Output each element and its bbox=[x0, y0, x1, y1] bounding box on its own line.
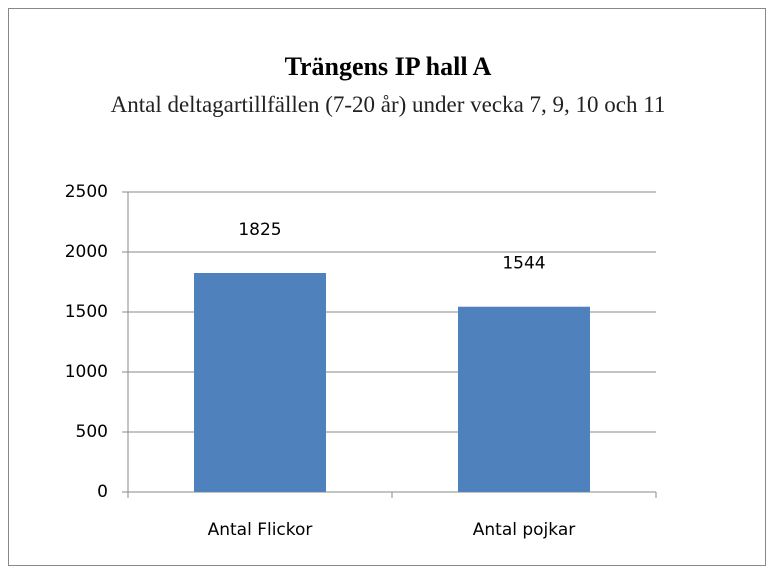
y-tick-label: 1500 bbox=[65, 302, 108, 322]
y-tick-label: 1000 bbox=[65, 362, 108, 382]
chart-title: Trängens IP hall A bbox=[284, 52, 492, 81]
bar bbox=[458, 306, 590, 492]
y-tick-label: 2000 bbox=[65, 242, 108, 262]
y-tick-label: 0 bbox=[97, 482, 108, 502]
x-tick-label: Antal pojkar bbox=[473, 520, 575, 540]
chart-border bbox=[8, 8, 766, 566]
y-tick-label: 2500 bbox=[65, 182, 108, 202]
data-label: 1544 bbox=[502, 254, 545, 274]
bar bbox=[194, 273, 326, 492]
x-tick-label: Antal Flickor bbox=[208, 520, 313, 540]
data-label: 1825 bbox=[238, 220, 281, 240]
y-tick-label: 500 bbox=[76, 422, 108, 442]
chart-subtitle: Antal deltagartillfällen (7-20 år) under… bbox=[110, 92, 666, 117]
